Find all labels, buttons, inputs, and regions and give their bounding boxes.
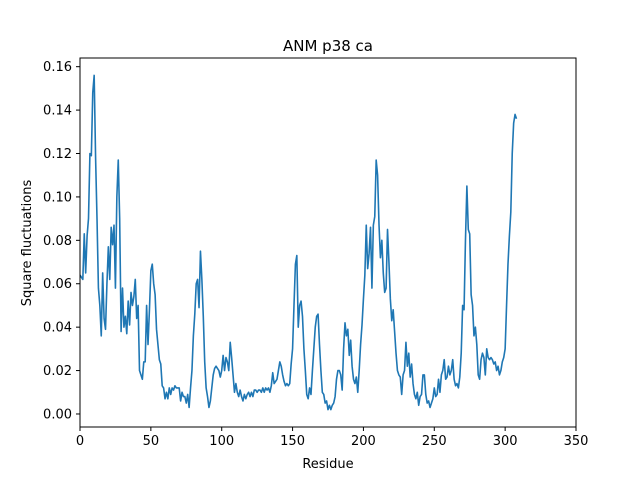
y-tick-label: 0.04 [43,321,72,336]
x-tick-label: 350 [564,434,589,449]
chart-title: ANM p38 ca [283,37,373,55]
axes-frame [79,57,577,428]
y-axis-label: Square fluctuations [20,180,35,307]
y-tick-label: 0.10 [43,190,72,205]
y-tick-label: 0.00 [43,407,72,422]
y-tick-label: 0.12 [43,147,72,162]
plot-area: 0 50 100 150 200 250 300 350 0.00 0.02 0.04 0.06 0.0… [43,57,589,449]
x-tick-label: 0 [76,434,84,449]
x-tick-label: 150 [280,434,305,449]
x-tick-label: 300 [493,434,518,449]
y-tick-label: 0.08 [43,234,72,249]
x-tick-label: 50 [143,434,160,449]
y-tick-label: 0.06 [43,277,72,292]
y-tick-label: 0.16 [43,60,72,75]
y-tick-label: 0.02 [43,364,72,379]
x-tick-label: 250 [422,434,447,449]
series-line-0 [80,74,518,411]
x-tick-label: 100 [209,434,234,449]
y-tick-label: 0.14 [43,104,72,119]
x-axis-label: Residue [302,457,353,472]
x-tick-label: 200 [351,434,376,449]
